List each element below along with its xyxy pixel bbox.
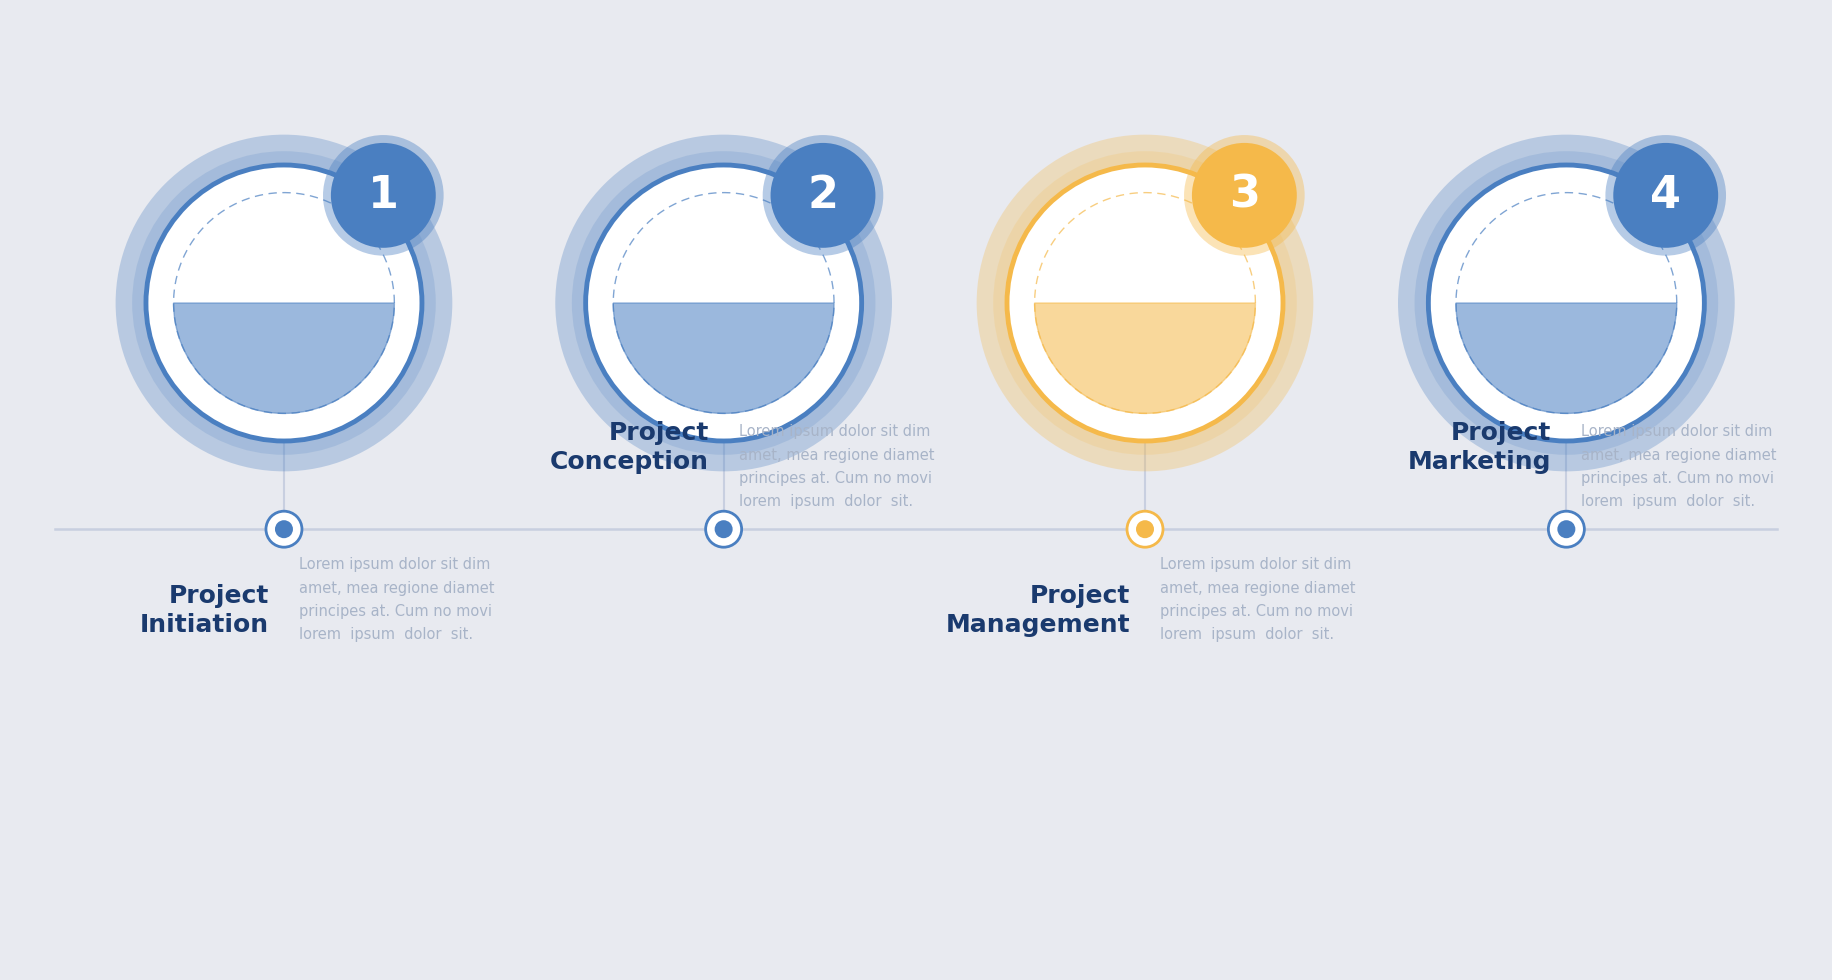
- Circle shape: [771, 143, 876, 248]
- Text: Lorem ipsum dolor sit dim
amet, mea regione diamet
principes at. Cum no movi
lor: Lorem ipsum dolor sit dim amet, mea regi…: [1160, 558, 1356, 643]
- Text: Lorem ipsum dolor sit dim
amet, mea regione diamet
principes at. Cum no movi
lor: Lorem ipsum dolor sit dim amet, mea regi…: [738, 424, 934, 510]
- Polygon shape: [614, 303, 834, 414]
- Circle shape: [1127, 512, 1163, 547]
- Circle shape: [993, 151, 1297, 455]
- Circle shape: [762, 135, 883, 256]
- Text: Lorem ipsum dolor sit dim
amet, mea regione diamet
principes at. Cum no movi
lor: Lorem ipsum dolor sit dim amet, mea regi…: [299, 558, 495, 643]
- Text: 4: 4: [1651, 173, 1682, 217]
- Polygon shape: [1456, 303, 1676, 414]
- Polygon shape: [1035, 303, 1255, 414]
- Circle shape: [1414, 151, 1718, 455]
- Polygon shape: [174, 303, 394, 414]
- Circle shape: [322, 135, 443, 256]
- Circle shape: [572, 151, 876, 455]
- Text: Project
Marketing: Project Marketing: [1407, 421, 1552, 474]
- Circle shape: [266, 512, 302, 547]
- Circle shape: [586, 165, 861, 441]
- Circle shape: [115, 134, 453, 471]
- Circle shape: [976, 134, 1314, 471]
- Circle shape: [705, 512, 742, 547]
- Circle shape: [1136, 520, 1154, 538]
- Text: Project
Initiation: Project Initiation: [139, 584, 269, 637]
- Circle shape: [147, 165, 421, 441]
- Text: Project
Conception: Project Conception: [550, 421, 709, 474]
- Circle shape: [714, 520, 733, 538]
- Circle shape: [1429, 165, 1704, 441]
- Circle shape: [1557, 520, 1576, 538]
- Circle shape: [1548, 512, 1585, 547]
- Circle shape: [275, 520, 293, 538]
- Circle shape: [332, 143, 436, 248]
- Circle shape: [555, 134, 892, 471]
- Circle shape: [1008, 165, 1282, 441]
- Circle shape: [132, 151, 436, 455]
- Circle shape: [1193, 143, 1297, 248]
- Circle shape: [1398, 134, 1735, 471]
- Text: 3: 3: [1229, 173, 1260, 217]
- Circle shape: [1605, 135, 1726, 256]
- Text: 2: 2: [808, 173, 839, 217]
- Circle shape: [1614, 143, 1718, 248]
- Circle shape: [1183, 135, 1304, 256]
- Text: 1: 1: [368, 173, 399, 217]
- Text: Project
Management: Project Management: [945, 584, 1130, 637]
- Text: Lorem ipsum dolor sit dim
amet, mea regione diamet
principes at. Cum no movi
lor: Lorem ipsum dolor sit dim amet, mea regi…: [1581, 424, 1777, 510]
